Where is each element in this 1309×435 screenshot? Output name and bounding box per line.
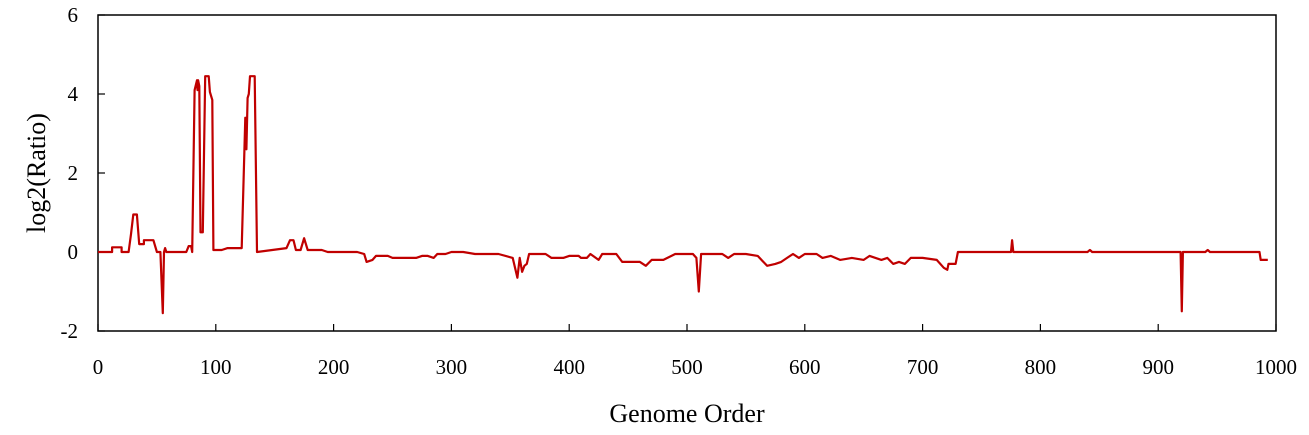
y-tick-labels: -2 0 2 4 6 [61, 3, 79, 343]
x-tick-label: 0 [93, 355, 104, 379]
ticks-layer [97, 14, 1277, 332]
x-tick-label: 300 [436, 355, 468, 379]
plot-frame [97, 14, 1277, 332]
x-tick-label: 400 [553, 355, 585, 379]
y-axis-title: log2(Ratio) [22, 113, 51, 233]
x-tick-label: 700 [907, 355, 939, 379]
x-tick-labels: 0 100 200 300 400 500 600 700 800 900 1000 [93, 355, 1297, 379]
y-tick-label: 6 [68, 3, 79, 27]
y-tick-label: 2 [68, 161, 79, 185]
x-tick-label: 900 [1142, 355, 1174, 379]
y-tick-label: -2 [61, 319, 79, 343]
y-tick-label: 0 [68, 240, 79, 264]
x-tick-label: 600 [789, 355, 821, 379]
x-tick-label: 500 [671, 355, 703, 379]
x-tick-label: 1000 [1255, 355, 1297, 379]
series-line [98, 75, 1268, 315]
x-tick-label: 800 [1025, 355, 1057, 379]
y-tick-label: 4 [68, 82, 79, 106]
x-tick-label: 100 [200, 355, 232, 379]
x-axis-title: Genome Order [609, 399, 765, 428]
x-tick-label: 200 [318, 355, 350, 379]
